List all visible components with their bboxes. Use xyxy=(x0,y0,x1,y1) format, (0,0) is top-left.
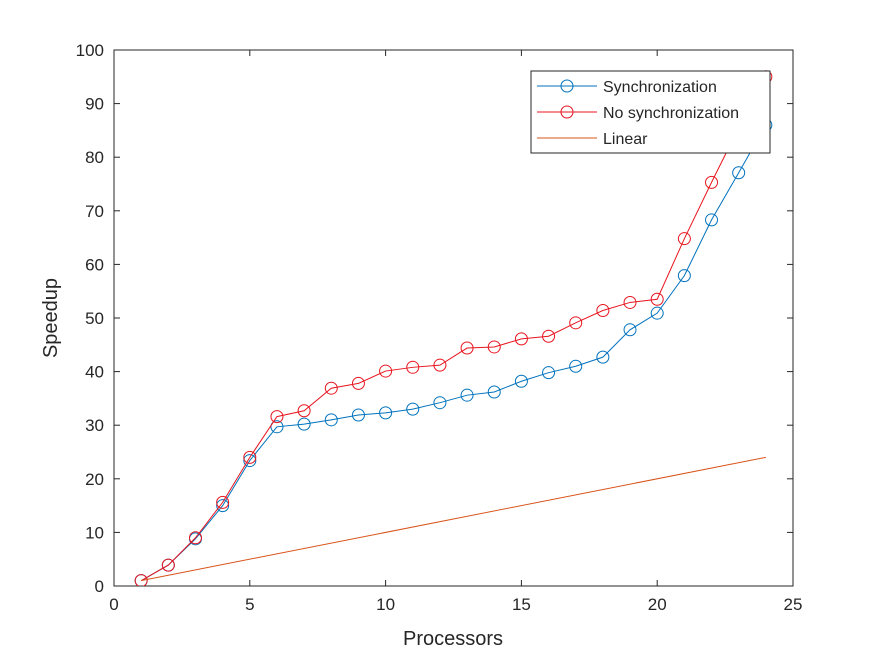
y-tick-label: 60 xyxy=(85,255,104,274)
x-tick-label: 25 xyxy=(784,595,803,614)
no-synchronization-point xyxy=(460,341,474,355)
no-synchronization-line xyxy=(140,76,767,582)
legend-item-synchronization: Synchronization xyxy=(537,79,717,96)
synchronization-point xyxy=(705,213,719,227)
x-tick-label: 0 xyxy=(109,595,118,614)
legend-label: Synchronization xyxy=(603,79,717,96)
synchronization-point xyxy=(596,350,610,364)
synchronization-point xyxy=(460,388,474,402)
y-tick-label: 80 xyxy=(85,148,104,167)
series-layer xyxy=(134,70,773,586)
x-axis-title: Processors xyxy=(403,628,503,650)
no-synchronization-point xyxy=(216,495,230,509)
x-tick-label: 20 xyxy=(648,595,667,614)
no-synchronization-point xyxy=(623,295,637,309)
no-synchronization-point xyxy=(161,558,175,572)
synchronization-point xyxy=(216,499,230,513)
legend-swatch-marker xyxy=(560,105,574,119)
y-tick-label: 20 xyxy=(85,470,104,489)
synchronization-point xyxy=(243,454,257,468)
synchronization-point xyxy=(623,323,637,337)
no-synchronization-point xyxy=(705,175,719,189)
y-tick-label: 40 xyxy=(85,363,104,382)
no-synchronization-point xyxy=(188,531,202,545)
legend: Synchronization No synchronization Linear xyxy=(530,70,771,154)
y-tick-label: 70 xyxy=(85,202,104,221)
no-synchronization-point xyxy=(379,364,393,378)
no-synchronization-point xyxy=(433,358,447,372)
x-tick-label: 10 xyxy=(376,595,395,614)
synchronization-point xyxy=(677,269,691,283)
synchronization-point xyxy=(514,374,528,388)
no-synchronization-point xyxy=(270,410,284,424)
no-synchronization-point xyxy=(351,376,365,390)
y-tick-label: 90 xyxy=(85,95,104,114)
no-synchronization-point xyxy=(487,340,501,354)
no-synchronization-point xyxy=(569,316,583,330)
synchronization-point xyxy=(650,306,664,320)
legend-item-no-synchronization: No synchronization xyxy=(537,105,739,122)
synchronization-point xyxy=(297,417,311,431)
y-tick-label: 50 xyxy=(85,309,104,328)
synchronization-point xyxy=(406,402,420,416)
synchronization-point xyxy=(542,366,556,380)
legend-label: No synchronization xyxy=(603,105,739,122)
synchronization-point xyxy=(324,413,338,427)
no-synchronization-point xyxy=(243,450,257,464)
series-no-synchronization xyxy=(134,70,773,586)
synchronization-point xyxy=(433,396,447,410)
no-synchronization-point xyxy=(596,303,610,317)
no-synchronization-point xyxy=(297,404,311,418)
no-synchronization-point xyxy=(677,232,691,246)
x-axis: 0 5 10 15 20 25 xyxy=(109,50,802,614)
no-synchronization-point xyxy=(650,292,664,306)
synchronization-point xyxy=(569,359,583,373)
synchronization-point xyxy=(487,385,501,399)
synchronization-line xyxy=(140,124,767,582)
legend-item-linear: Linear xyxy=(537,131,648,148)
no-synchronization-point xyxy=(542,329,556,343)
y-axis-title: Speedup xyxy=(40,278,62,358)
y-tick-label: 0 xyxy=(95,577,104,596)
synchronization-point xyxy=(379,406,393,420)
y-tick-label: 10 xyxy=(85,523,104,542)
no-synchronization-point xyxy=(514,332,528,346)
synchronization-point xyxy=(270,420,284,434)
series-linear xyxy=(141,456,766,582)
legend-swatch-marker xyxy=(560,79,574,93)
no-synchronization-point xyxy=(134,574,148,586)
y-tick-label: 30 xyxy=(85,416,104,435)
x-tick-label: 15 xyxy=(512,595,531,614)
synchronization-point xyxy=(351,408,365,422)
synchronization-point xyxy=(732,166,746,180)
y-axis: 0 10 20 30 40 50 60 70 80 90 100 xyxy=(76,41,793,596)
x-tick-label: 5 xyxy=(245,595,254,614)
y-tick-label: 100 xyxy=(76,41,104,60)
legend-label: Linear xyxy=(603,131,648,148)
linear-line xyxy=(141,456,766,582)
no-synchronization-point xyxy=(406,360,420,374)
no-synchronization-point xyxy=(324,381,338,395)
